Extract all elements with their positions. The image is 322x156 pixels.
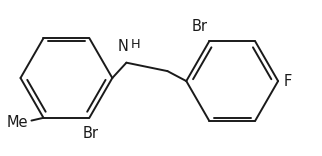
Text: N: N	[118, 39, 129, 54]
Text: Br: Br	[83, 126, 99, 141]
Text: F: F	[284, 74, 292, 89]
Text: Me: Me	[6, 115, 28, 130]
Text: Br: Br	[192, 19, 208, 34]
Text: H: H	[130, 38, 140, 51]
